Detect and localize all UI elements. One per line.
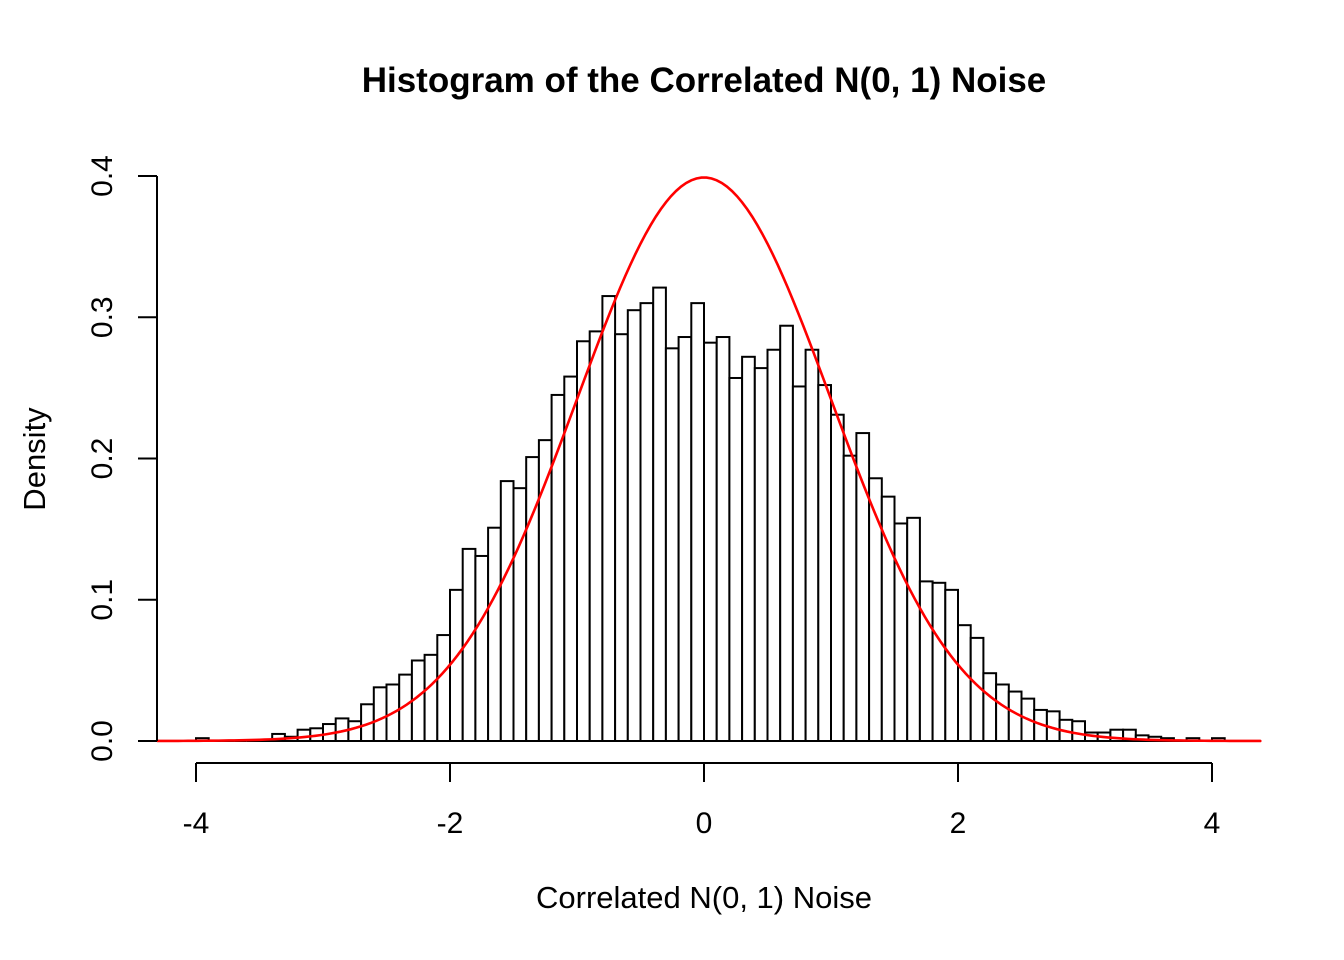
histogram-bar bbox=[499, 480, 515, 742]
histogram-bars bbox=[195, 286, 1226, 743]
histogram-bar bbox=[753, 367, 769, 742]
y-axis-title: Density bbox=[17, 407, 52, 511]
histogram-bar bbox=[512, 487, 528, 742]
histogram-bar bbox=[766, 348, 782, 742]
histogram-bar bbox=[703, 341, 718, 742]
histogram-bar bbox=[931, 581, 947, 742]
chart-title: Histogram of the Correlated N(0, 1) Nois… bbox=[362, 61, 1047, 100]
histogram-bar bbox=[944, 588, 959, 742]
x-axis: -4 -2 0 2 4 bbox=[183, 762, 1221, 840]
histogram-bar bbox=[423, 653, 439, 743]
histogram-bar bbox=[652, 286, 667, 742]
histogram-bar bbox=[728, 376, 744, 742]
x-tick-label: 2 bbox=[950, 807, 967, 840]
histogram-bar bbox=[893, 522, 909, 742]
histogram-bar bbox=[1071, 720, 1087, 742]
histogram-bar bbox=[347, 720, 363, 742]
histogram-bar bbox=[918, 580, 934, 743]
y-tick-label: 0.3 bbox=[86, 296, 119, 338]
y-tick-label: 0.4 bbox=[86, 155, 119, 197]
histogram-bar bbox=[474, 554, 490, 743]
x-tick-label: -2 bbox=[437, 807, 464, 840]
histogram-bar bbox=[525, 456, 540, 742]
y-tick-label: 0.0 bbox=[86, 720, 119, 762]
y-axis: 0.0 0.1 0.2 0.3 0.4 bbox=[86, 155, 158, 762]
histogram-bar bbox=[830, 413, 845, 742]
histogram-bar bbox=[588, 330, 604, 742]
histogram-bar bbox=[715, 336, 731, 742]
histogram-bar bbox=[576, 340, 591, 742]
histogram-bar bbox=[957, 624, 972, 742]
histogram-bar bbox=[690, 302, 705, 742]
histogram-bar bbox=[487, 526, 502, 743]
histogram-bar bbox=[804, 348, 820, 742]
histogram-bar bbox=[601, 295, 617, 742]
histogram-bar bbox=[436, 634, 451, 742]
y-tick-label: 0.1 bbox=[86, 579, 119, 621]
normal-density-curve bbox=[156, 176, 1262, 743]
histogram-bar bbox=[982, 672, 998, 743]
histogram-bar bbox=[372, 686, 388, 743]
histogram-bar bbox=[741, 355, 756, 742]
y-tick-label: 0.2 bbox=[86, 438, 119, 480]
histogram-bar bbox=[614, 333, 629, 742]
histogram-bar bbox=[779, 324, 794, 742]
histogram-bar bbox=[626, 309, 642, 742]
histogram-bar bbox=[639, 302, 655, 742]
histogram-bar bbox=[842, 454, 858, 742]
histogram-bar bbox=[995, 683, 1010, 742]
histogram-bar bbox=[664, 347, 680, 742]
histogram-bar bbox=[677, 336, 693, 742]
histogram-bar bbox=[817, 384, 832, 742]
x-tick-label: 4 bbox=[1204, 807, 1221, 840]
x-tick-label: 0 bbox=[696, 807, 713, 840]
histogram-bar bbox=[855, 432, 871, 742]
x-axis-title: Correlated N(0, 1) Noise bbox=[536, 880, 872, 915]
histogram-bar bbox=[791, 385, 807, 742]
histogram-bar bbox=[906, 516, 921, 743]
histogram-bar bbox=[449, 588, 464, 742]
x-tick-label: -4 bbox=[183, 807, 210, 840]
